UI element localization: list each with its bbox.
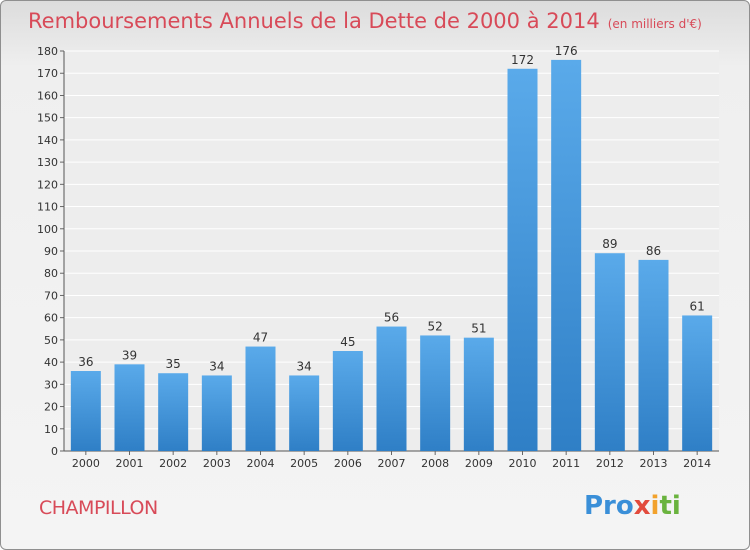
y-tick-label: 10 (44, 423, 58, 436)
bar-2001 (114, 364, 145, 451)
y-tick-label: 160 (37, 89, 58, 102)
y-tick-label: 180 (37, 45, 58, 58)
x-tick-label-2012: 2012 (596, 457, 624, 470)
y-tick-label: 170 (37, 67, 58, 80)
data-label-2001: 39 (122, 348, 137, 362)
x-tick-label-2007: 2007 (378, 457, 406, 470)
data-label-2009: 51 (471, 322, 486, 336)
data-label-2006: 45 (340, 335, 355, 349)
x-tick-label-2008: 2008 (421, 457, 449, 470)
bar-2012 (594, 253, 625, 451)
commune-name: CHAMPILLON (39, 497, 158, 519)
x-tick-label-2013: 2013 (640, 457, 668, 470)
x-tick-label-2000: 2000 (72, 457, 100, 470)
data-label-2012: 89 (602, 237, 617, 251)
y-tick-label: 70 (44, 289, 58, 302)
y-tick-label: 50 (44, 334, 58, 347)
y-tick-label: 40 (44, 356, 58, 369)
y-tick-label: 100 (37, 223, 58, 236)
y-tick-label: 60 (44, 312, 58, 325)
y-tick-label: 110 (37, 201, 58, 214)
data-label-2002: 35 (166, 357, 181, 371)
y-tick-label: 130 (37, 156, 58, 169)
bar-2010 (507, 68, 538, 452)
bar-2000 (70, 371, 101, 451)
bar-2013 (638, 259, 669, 451)
data-label-2007: 56 (384, 311, 399, 325)
bar-2007 (376, 326, 407, 451)
x-tick-label-2004: 2004 (247, 457, 275, 470)
data-label-2005: 34 (297, 359, 312, 373)
y-tick-label: 80 (44, 267, 58, 280)
y-tick-label: 120 (37, 178, 58, 191)
x-tick-label-2005: 2005 (290, 457, 318, 470)
chart-subtitle: (en milliers d'€) (607, 17, 702, 31)
bar-2009 (463, 337, 494, 451)
x-tick-label-2009: 2009 (465, 457, 493, 470)
y-tick-label: 90 (44, 245, 58, 258)
bar-2008 (420, 335, 451, 451)
chart-title-line: Remboursements Annuels de la Dette de 20… (28, 9, 702, 33)
data-label-2014: 61 (690, 299, 705, 313)
bar-2004 (245, 346, 276, 451)
y-tick-label: 0 (51, 445, 58, 458)
x-tick-label-2003: 2003 (203, 457, 231, 470)
data-label-2000: 36 (78, 355, 93, 369)
data-label-2004: 47 (253, 331, 268, 345)
y-tick-label: 140 (37, 134, 58, 147)
x-tick-label-2001: 2001 (116, 457, 144, 470)
data-label-2003: 34 (209, 359, 224, 373)
bar-2003 (201, 375, 232, 451)
chart-title: Remboursements Annuels de la Dette de 20… (28, 9, 600, 33)
bar-2006 (332, 351, 363, 451)
y-tick-label: 30 (44, 378, 58, 391)
y-tick-label: 150 (37, 112, 58, 125)
data-label-2011: 176 (555, 44, 578, 58)
bar-2002 (158, 373, 189, 451)
x-tick-label-2014: 2014 (683, 457, 711, 470)
x-tick-label-2011: 2011 (552, 457, 580, 470)
x-tick-label-2002: 2002 (159, 457, 187, 470)
bar-2014 (682, 315, 713, 451)
data-label-2013: 86 (646, 244, 661, 258)
x-tick-label-2010: 2010 (509, 457, 537, 470)
bar-2005 (289, 375, 320, 451)
y-tick-label: 20 (44, 401, 58, 414)
data-label-2010: 172 (511, 53, 534, 67)
bar-2011 (551, 59, 582, 452)
proxiti-logo: Proxiti (584, 491, 681, 521)
x-tick-label-2006: 2006 (334, 457, 362, 470)
data-label-2008: 52 (428, 319, 443, 333)
